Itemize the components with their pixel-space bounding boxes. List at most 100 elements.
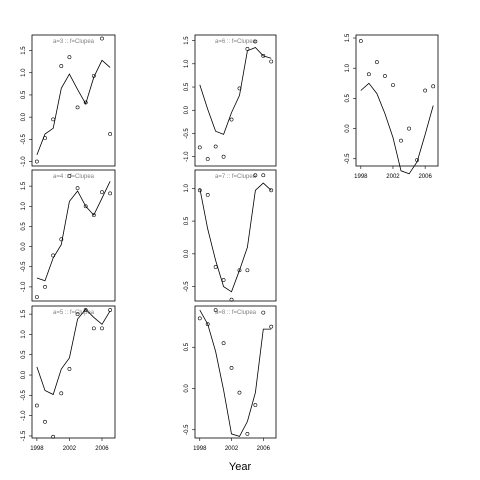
data-point: [75, 105, 80, 110]
fitted-line: [36, 308, 111, 396]
data-point: [213, 144, 218, 149]
x-tick-label: 2002: [63, 446, 77, 452]
y-tick-label: 1.0: [21, 201, 27, 210]
panel-title: a=7 :: f=Clupea: [215, 174, 257, 180]
y-tick-label: 0.0: [21, 370, 27, 379]
data-point: [59, 64, 64, 68]
y-tick-label: -1.5: [21, 430, 27, 441]
data-point: [237, 86, 242, 91]
data-point: [51, 253, 56, 258]
panel-title: a=4 :: f=Clupea: [53, 174, 95, 180]
data-point: [43, 136, 47, 140]
y-tick-label: -1.0: [21, 156, 27, 167]
y-tick-label: -0.5: [21, 390, 27, 401]
data-point: [237, 268, 242, 273]
data-point: [253, 173, 258, 178]
data-point: [383, 74, 387, 78]
y-tick-label: 0.0: [21, 242, 27, 251]
fitted-line: [199, 182, 272, 293]
data-point: [229, 365, 234, 370]
y-tick-label: 1.5: [184, 36, 190, 45]
data-point: [91, 73, 96, 78]
data-point: [108, 308, 113, 312]
data-point: [213, 308, 218, 313]
y-tick-label: 1.5: [345, 33, 351, 42]
data-point: [221, 341, 226, 346]
panel-frame: [194, 34, 277, 167]
data-point: [51, 117, 56, 122]
data-point: [83, 308, 88, 312]
data-point: [108, 132, 113, 136]
panel-2: a=6 :: f=Clupea-1.0 -0.5 0.0 0.5 1.0 1.5: [184, 34, 277, 167]
x-tick-label: 2006: [257, 446, 271, 452]
y-tick-label: -1.0: [21, 410, 27, 421]
data-point: [205, 192, 210, 197]
data-point: [415, 158, 419, 162]
data-point: [269, 59, 274, 64]
panels: a=3 :: f=Clupea-1.0-0.50.00.51.01.5a=6 :…: [21, 33, 439, 452]
data-point: [431, 84, 436, 89]
y-tick-label: 0.0: [345, 124, 351, 133]
data-point: [245, 47, 250, 51]
y-tick-label: 0.5: [184, 342, 190, 351]
panel-frame: [31, 169, 116, 302]
y-tick-label: 0.5: [21, 222, 27, 231]
x-tick-label: 2002: [225, 446, 239, 452]
y-tick-label: -0.5: [184, 128, 190, 139]
data-point: [253, 39, 258, 44]
data-point: [91, 213, 96, 218]
data-point: [358, 39, 363, 43]
y-tick-label: 1.0: [21, 68, 27, 77]
y-tick-label: 0.0: [184, 384, 190, 393]
fitted-line: [199, 309, 272, 437]
data-point: [375, 60, 379, 65]
panel-frame: [31, 305, 116, 439]
data-point: [59, 391, 64, 396]
panel-1: a=3 :: f=Clupea-1.0 -0.5 0.0 0.5 1.0 1.5: [21, 34, 116, 167]
fitted-line: [36, 181, 111, 282]
data-point: [43, 419, 47, 424]
y-tick-label: -0.5: [184, 424, 190, 435]
data-point: [245, 268, 250, 273]
x-tick-label: 1998: [354, 174, 368, 180]
data-point: [261, 173, 266, 178]
panel-5: a=7 :: f=Clupea-0.5 0.0 0.5 1.0: [184, 169, 277, 302]
y-tick-label: -0.5: [184, 281, 190, 292]
y-tick-label: 0.5: [345, 94, 351, 103]
panel-3: -0.5 0.0 0.5 1.0 1.5 1998 2002 2006: [345, 33, 439, 180]
x-tick-label: 2006: [95, 446, 109, 452]
data-point: [205, 157, 210, 161]
data-point: [366, 72, 371, 77]
panel-frame: [355, 34, 439, 167]
y-tick-label: -1.0: [184, 151, 190, 162]
data-point: [391, 83, 395, 88]
data-point: [197, 316, 202, 321]
data-point: [229, 297, 234, 302]
y-tick-label: 0.5: [184, 82, 190, 91]
y-tick-label: 0.0: [21, 112, 27, 121]
data-point: [34, 403, 39, 408]
panel-4: a=4 :: f=Clupea-1.0 -0.5 0.0 0.5 1.0 1.5: [21, 169, 116, 302]
data-point: [245, 431, 250, 436]
data-point: [269, 188, 274, 193]
data-point: [91, 326, 96, 331]
y-tick-label: 1.0: [345, 63, 351, 72]
data-point: [67, 367, 72, 371]
data-point: [75, 312, 80, 317]
data-point: [213, 265, 218, 269]
data-point: [59, 237, 64, 242]
data-point: [269, 324, 274, 329]
y-tick-label: -0.5: [345, 153, 351, 164]
data-point: [261, 310, 266, 315]
y-tick-label: -1.0: [21, 281, 27, 292]
data-point: [229, 117, 234, 122]
y-tick-label: 0.5: [21, 350, 27, 359]
data-point: [423, 88, 428, 93]
data-point: [67, 55, 72, 60]
y-tick-label: 1.5: [21, 181, 27, 190]
data-point: [205, 322, 210, 327]
fitted-line: [36, 59, 111, 156]
data-point: [261, 54, 266, 58]
